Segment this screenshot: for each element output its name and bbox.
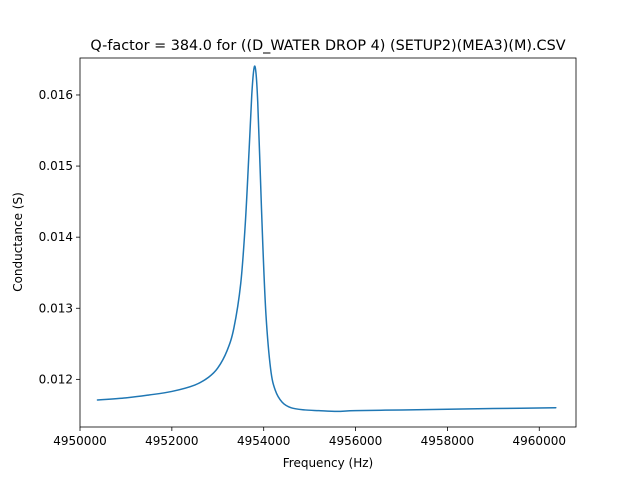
x-tick-label: 4950000 [53, 434, 106, 448]
x-tick-label: 4958000 [421, 434, 474, 448]
y-tick-label: 0.016 [39, 88, 73, 102]
series-line [96, 65, 557, 413]
x-tick-label: 4960000 [513, 434, 566, 448]
plot-frame [79, 57, 577, 428]
x-tick-label: 4952000 [145, 434, 198, 448]
y-tick-label: 0.012 [39, 372, 73, 386]
y-tick-label: 0.014 [39, 230, 73, 244]
x-tick-label: 4956000 [329, 434, 382, 448]
x-tick-label: 4954000 [237, 434, 290, 448]
chart-title: Q-factor = 384.0 for ((D_WATER DROP 4) (… [90, 38, 565, 54]
x-axis-label: Frequency (Hz) [283, 456, 374, 470]
y-tick-label: 0.013 [39, 301, 73, 315]
y-axis-label: Conductance (S) [11, 192, 25, 292]
y-tick-label: 0.015 [39, 159, 73, 173]
ticks-layer: 4950000 4952000 4954000 4956000 4958000 49600… [39, 88, 566, 448]
